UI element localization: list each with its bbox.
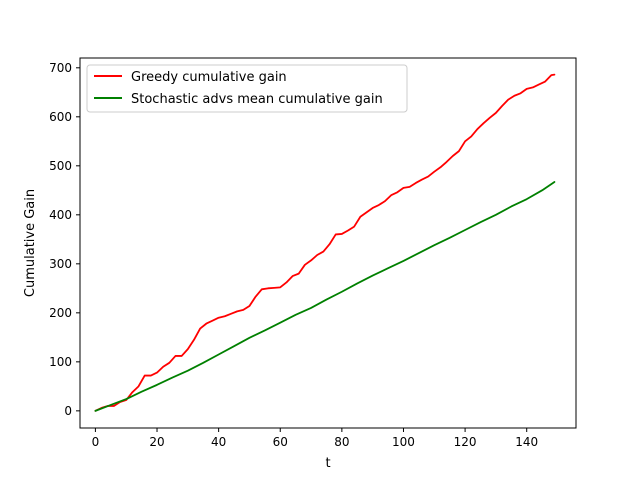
y-tick-label: 400: [49, 208, 72, 222]
x-tick-label: 140: [515, 435, 538, 449]
y-axis-label: Cumulative Gain: [23, 189, 38, 297]
legend: Greedy cumulative gain Stochastic advs m…: [86, 64, 408, 113]
x-tick-label: 100: [392, 435, 415, 449]
y-axis-ticks: 0 100 200 300 400 500 600 700: [49, 61, 80, 418]
y-tick-label: 500: [49, 159, 72, 173]
x-axis-label: t: [325, 456, 330, 471]
legend-box: [86, 64, 408, 113]
y-tick-label: 600: [49, 110, 72, 124]
legend-label-greedy: Greedy cumulative gain: [131, 70, 287, 85]
x-tick-label: 120: [454, 435, 477, 449]
y-tick-label: 0: [64, 404, 72, 418]
x-tick-label: 80: [334, 435, 349, 449]
plot-frame: [79, 57, 577, 429]
y-tick-label: 200: [49, 306, 72, 320]
y-tick-label: 100: [49, 355, 72, 369]
x-axis-ticks: 0 20 40 60 80 100 120 140: [92, 428, 538, 449]
series-layer: [94, 73, 556, 412]
series-line-0: [94, 73, 556, 412]
legend-label-stochastic: Stochastic advs mean cumulative gain: [131, 92, 383, 107]
y-tick-label: 700: [49, 61, 72, 75]
x-tick-label: 0: [92, 435, 100, 449]
y-tick-label: 300: [49, 257, 72, 271]
x-tick-label: 40: [211, 435, 226, 449]
x-tick-label: 60: [273, 435, 288, 449]
series-line-1: [94, 181, 556, 412]
plot-area: [80, 58, 576, 428]
x-tick-label: 20: [149, 435, 164, 449]
